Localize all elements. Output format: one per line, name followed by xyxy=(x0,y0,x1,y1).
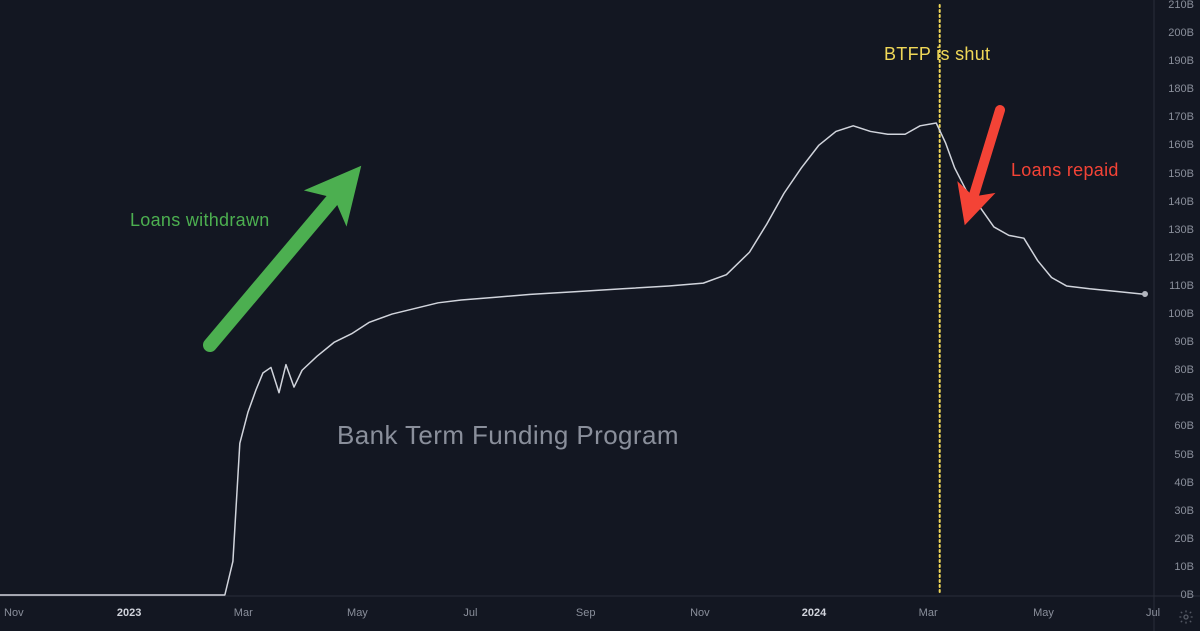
x-tick-label: Nov xyxy=(4,607,24,619)
x-tick-label: May xyxy=(1033,607,1054,619)
annotation-text: BTFP is shut xyxy=(884,44,990,65)
y-tick-label: 100B xyxy=(1168,308,1194,320)
x-tick-label: 2024 xyxy=(802,607,826,619)
y-tick-label: 140B xyxy=(1168,196,1194,208)
x-tick-label: Nov xyxy=(690,607,710,619)
y-tick-label: 190B xyxy=(1168,55,1194,67)
x-tick-label: Sep xyxy=(576,607,596,619)
settings-icon[interactable] xyxy=(1178,609,1194,625)
y-tick-label: 40B xyxy=(1174,477,1194,489)
annotation-text: Bank Term Funding Program xyxy=(337,420,679,451)
y-tick-label: 130B xyxy=(1168,224,1194,236)
y-tick-label: 50B xyxy=(1174,449,1194,461)
series-end-dot xyxy=(1142,291,1148,297)
y-tick-label: 10B xyxy=(1174,561,1194,573)
x-axis: Nov 2023 Mar May Jul Sep Nov 2024 Mar May Jul xyxy=(0,599,1200,631)
y-tick-label: 120B xyxy=(1168,252,1194,264)
y-tick-label: 180B xyxy=(1168,83,1194,95)
chart-plot xyxy=(0,0,1200,631)
y-tick-label: 90B xyxy=(1174,336,1194,348)
y-tick-label: 110B xyxy=(1169,280,1194,292)
y-tick-label: 150B xyxy=(1168,168,1194,180)
x-tick-label: Jul xyxy=(463,607,477,619)
y-tick-label: 160B xyxy=(1168,139,1194,151)
x-tick-label: May xyxy=(347,607,368,619)
x-tick-label: Mar xyxy=(919,607,938,619)
y-tick-label: 70B xyxy=(1174,392,1194,404)
annotation-text: Loans withdrawn xyxy=(130,210,270,231)
y-tick-label: 30B xyxy=(1174,505,1194,517)
y-tick-label: 60B xyxy=(1174,420,1194,432)
x-tick-label: Mar xyxy=(234,607,253,619)
y-tick-label: 210B xyxy=(1168,0,1194,11)
y-tick-label: 80B xyxy=(1174,364,1194,376)
y-tick-label: 20B xyxy=(1174,533,1194,545)
y-tick-label: 200B xyxy=(1168,27,1194,39)
x-tick-label: Jul xyxy=(1146,607,1160,619)
y-tick-label: 170B xyxy=(1168,111,1194,123)
annotation-text: Loans repaid xyxy=(1011,160,1119,181)
x-tick-label: 2023 xyxy=(117,607,141,619)
chart-container: 0B10B20B30B40B50B60B70B80B90B100B110B120… xyxy=(0,0,1200,631)
